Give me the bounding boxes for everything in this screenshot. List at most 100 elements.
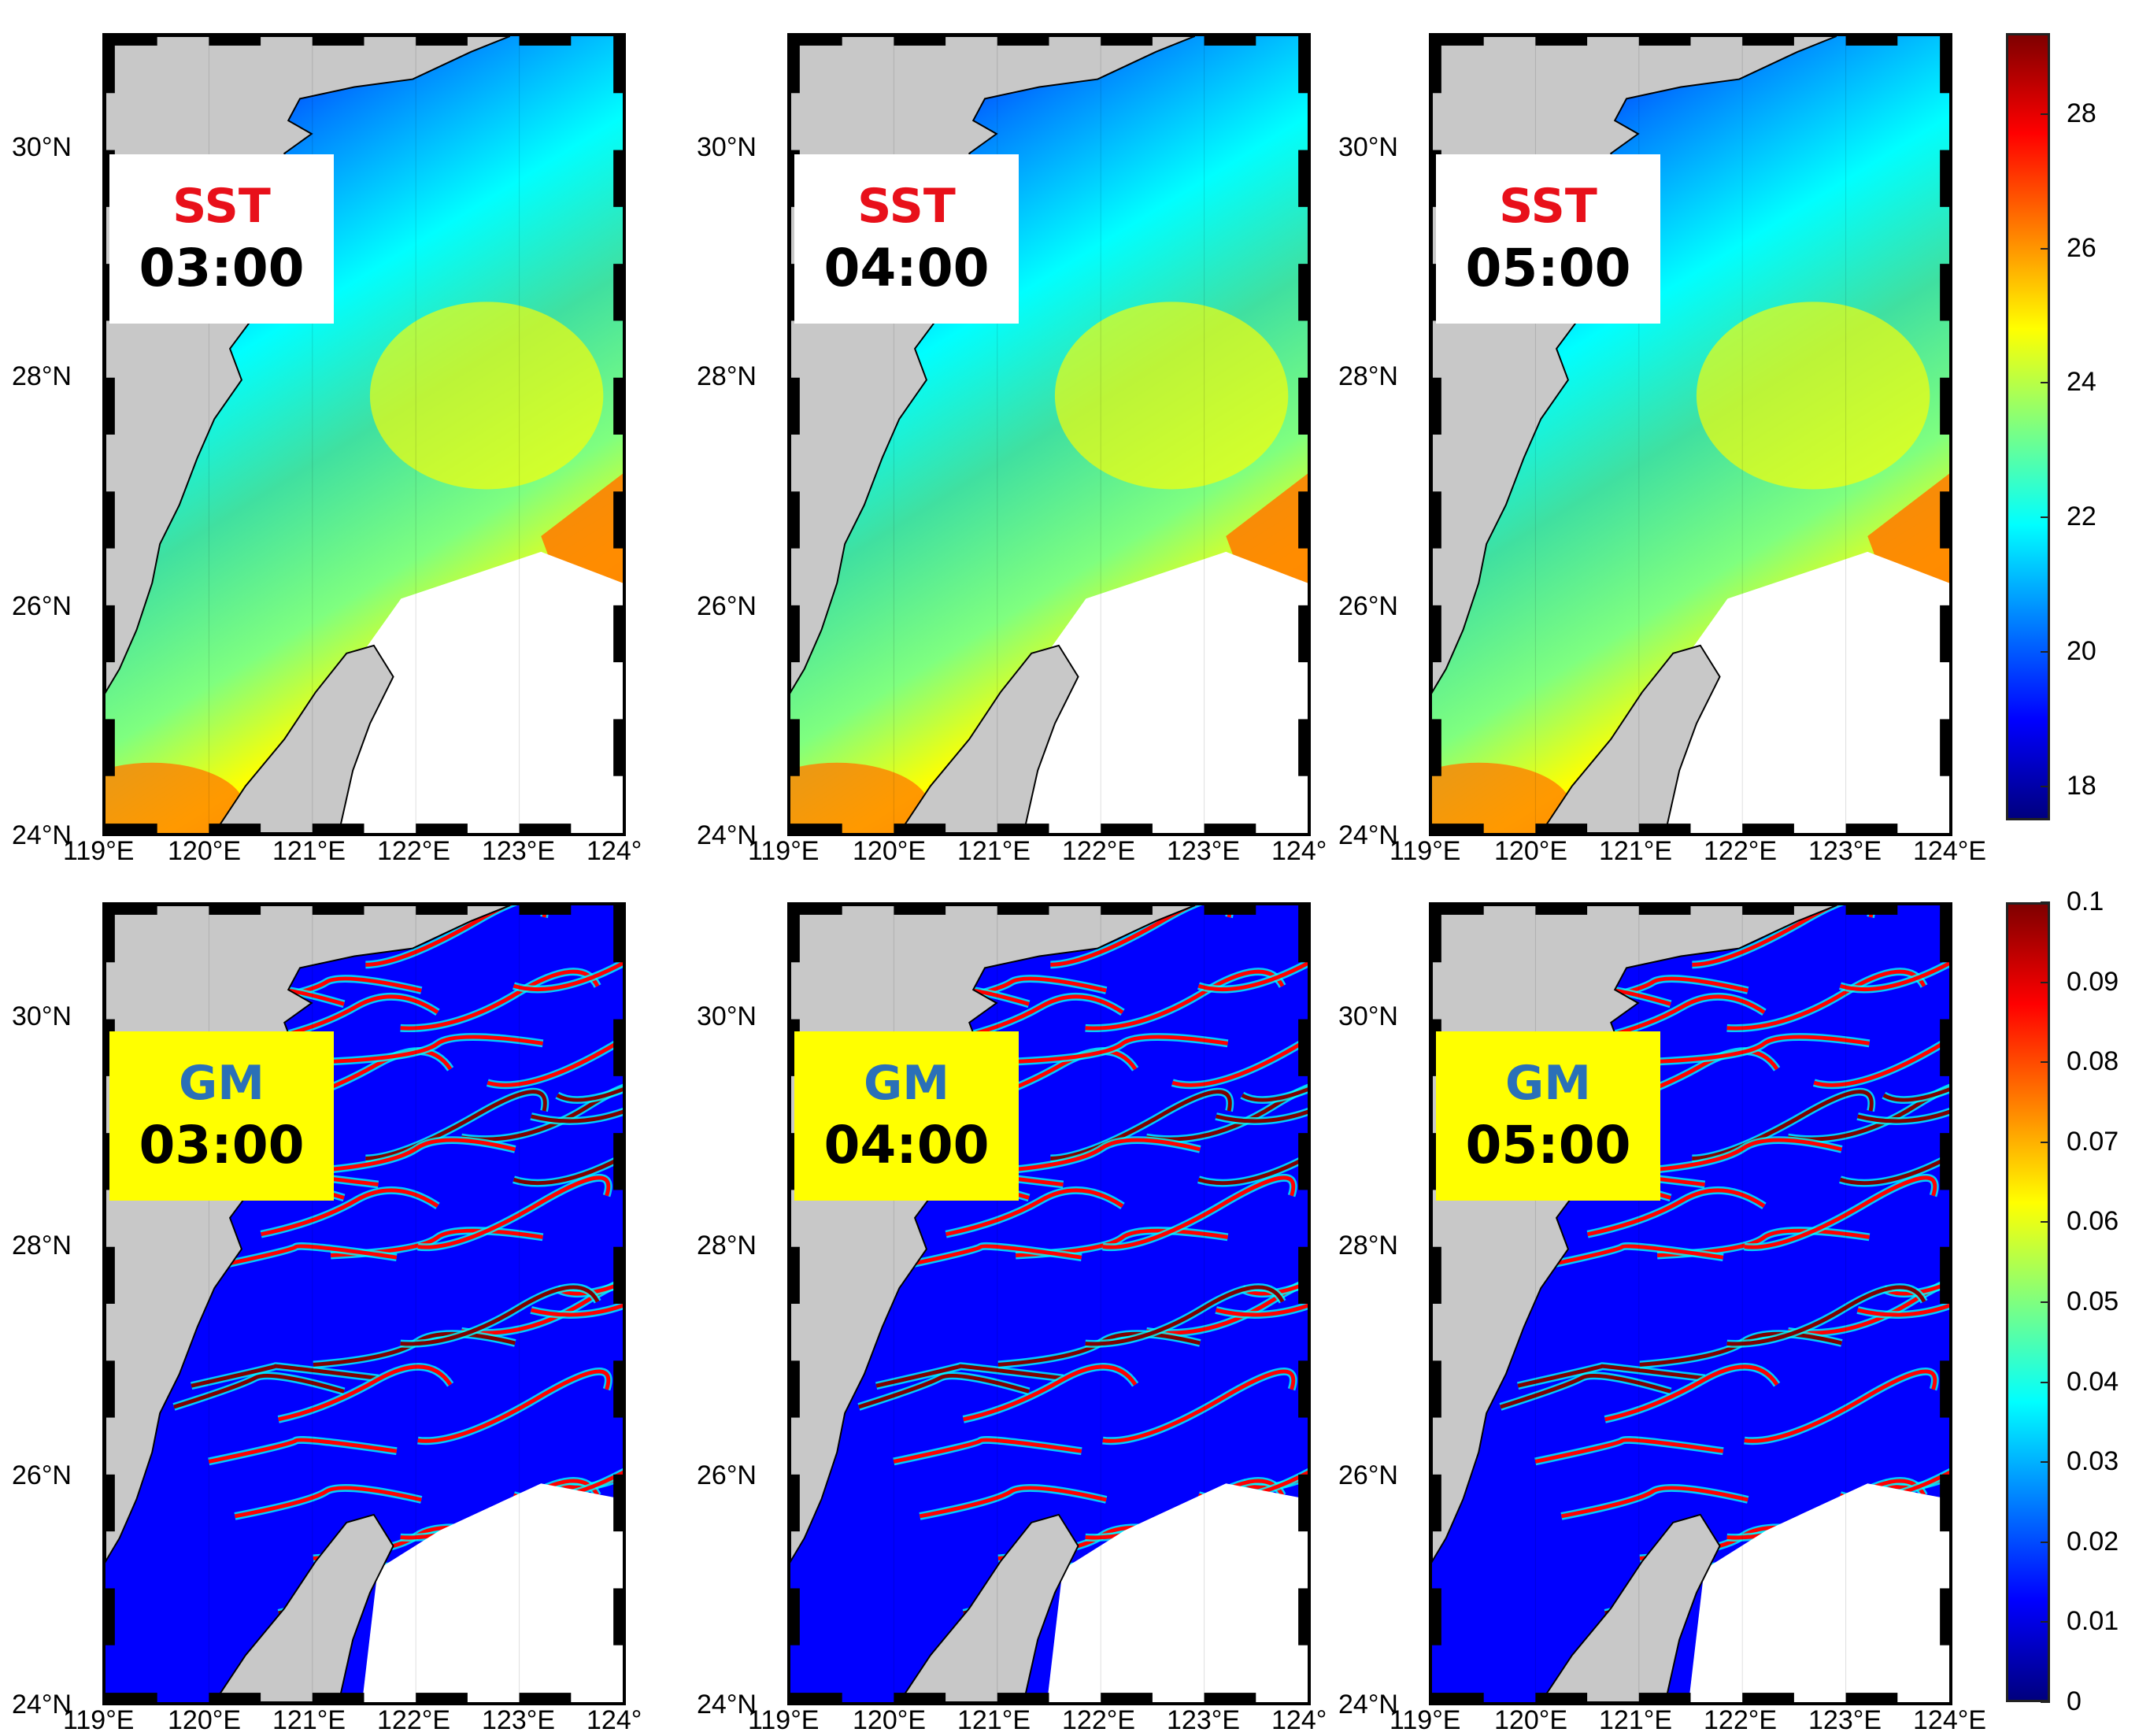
front-line	[1839, 961, 1949, 992]
front-line	[330, 1035, 543, 1064]
lon-tick-label: 124°	[587, 836, 642, 866]
gm-map-panel: GM 04:00	[787, 902, 1311, 1705]
strait-warm-water	[1432, 762, 1572, 833]
lon-tick-label: 120°E	[853, 836, 927, 866]
frame-left-segment	[1432, 1246, 1441, 1304]
front-line	[1517, 1364, 1705, 1388]
front-line	[1216, 1303, 1308, 1317]
front-line	[1857, 1303, 1949, 1317]
lon-tick-label: 120°E	[1494, 836, 1568, 866]
frame-bottom-segment	[209, 1693, 261, 1702]
frame-right-segment	[1298, 719, 1308, 776]
front-line	[1787, 1086, 1949, 1142]
colorbar-tick-mark	[2041, 1461, 2050, 1464]
lat-tick-label: 28°N	[697, 361, 757, 392]
colorbar-tick-label: 18	[2067, 771, 2096, 801]
frame-left-segment	[790, 905, 800, 963]
frame-left-segment	[105, 605, 115, 663]
front-line	[513, 1154, 623, 1186]
front-line	[513, 961, 623, 992]
colorbar-tick-label: 0.01	[2067, 1606, 2119, 1637]
frame-left-segment	[105, 491, 115, 549]
frame-left-segment	[1432, 905, 1441, 963]
frame-left-segment	[790, 1246, 800, 1304]
frame-right-segment	[1940, 719, 1949, 776]
front-line	[1726, 1285, 1926, 1346]
lon-tick-label: 122°E	[377, 836, 451, 866]
lon-tick-label: 123°E	[1808, 1705, 1882, 1735]
colorbar-tick-mark	[2041, 1381, 2050, 1383]
lon-tick-label: 122°E	[1704, 836, 1778, 866]
frame-bottom-segment	[997, 1693, 1049, 1702]
frame-right-segment	[1298, 1360, 1308, 1418]
front-line	[1145, 1279, 1308, 1335]
lat-tick-label: 30°N	[12, 1001, 72, 1031]
front-line	[1050, 1090, 1232, 1160]
frame-left-segment	[1432, 377, 1441, 435]
front-line	[1145, 1086, 1308, 1142]
lon-tick-label: 124°	[1271, 836, 1327, 866]
front-line	[1050, 905, 1232, 967]
lon-tick-label: 123°E	[482, 1705, 556, 1735]
colorbar-tick-mark	[2041, 516, 2050, 519]
lon-tick-label: 122°E	[1704, 1705, 1778, 1735]
front-line	[1787, 1279, 1949, 1335]
front-line	[1085, 1285, 1285, 1346]
front-line	[1560, 1486, 1748, 1519]
frame-bottom-segment	[312, 824, 365, 833]
lon-tick-label: 122°E	[377, 1705, 451, 1735]
frame-top-segment	[1101, 905, 1153, 915]
lon-tick-label: 120°E	[853, 1705, 927, 1735]
frame-left-segment	[1432, 491, 1441, 549]
lat-tick-label: 24°N	[1338, 1690, 1398, 1719]
frame-right-segment	[1298, 264, 1308, 321]
colorbar-tick-mark	[2041, 786, 2050, 788]
lon-tick-label: 124°E	[1913, 1705, 1987, 1735]
front-line	[191, 1364, 379, 1388]
variable-label: SST	[1499, 178, 1597, 234]
front-line	[1604, 1364, 1779, 1422]
frame-left-segment	[790, 1360, 800, 1418]
gm-label-box: GM 04:00	[794, 1031, 1019, 1201]
time-label: 05:00	[1465, 1114, 1631, 1175]
colorbar-tick-mark	[2041, 1701, 2050, 1703]
front-line	[278, 1364, 453, 1422]
frame-bottom-segment	[1742, 1693, 1794, 1702]
frame-right-segment	[1298, 150, 1308, 207]
colorbar-tick-mark	[2041, 901, 2050, 903]
frame-top-segment	[997, 36, 1049, 46]
lon-tick-label: 121°E	[272, 836, 346, 866]
colorbar-tick-mark	[2041, 1301, 2050, 1303]
frame-bottom-segment	[997, 824, 1049, 833]
lat-tick-label: 28°N	[12, 1231, 72, 1261]
front-line	[1085, 969, 1285, 1031]
lat-tick-label: 30°N	[1338, 1001, 1398, 1031]
frame-top-segment	[1432, 905, 1484, 915]
gm-map-panel: GM 03:00	[102, 902, 626, 1705]
lat-tick-label: 30°N	[697, 1001, 757, 1031]
front-line	[461, 1279, 623, 1335]
colorbar-tick-label: 0.04	[2067, 1366, 2119, 1397]
front-line	[313, 1138, 516, 1173]
warm-eddy	[1696, 302, 1930, 490]
frame-left-segment	[1432, 1588, 1441, 1645]
colorbar-tick-label: 0.05	[2067, 1286, 2119, 1316]
lon-tick-label: 119°E	[1390, 1705, 1461, 1735]
front-line	[858, 1373, 1030, 1409]
frame-top-segment	[209, 905, 261, 915]
lat-tick-label: 30°N	[697, 131, 757, 162]
cloud-mask	[1665, 551, 1949, 833]
frame-right-segment	[613, 1588, 623, 1645]
frame-right-segment	[1940, 36, 1949, 94]
colorbar-tick-mark	[2041, 382, 2050, 384]
frame-right-segment	[1298, 1588, 1308, 1645]
gm-field	[1432, 905, 1949, 1702]
front-line	[1692, 905, 1874, 967]
front-line	[1015, 1035, 1228, 1064]
frame-left-segment	[790, 719, 800, 776]
strait-warm-water	[790, 762, 931, 833]
lon-tick-label: 119°E	[748, 1705, 820, 1735]
frame-right-segment	[1940, 377, 1949, 435]
variable-label: GM	[1505, 1055, 1591, 1111]
frame-top-segment	[1535, 905, 1588, 915]
